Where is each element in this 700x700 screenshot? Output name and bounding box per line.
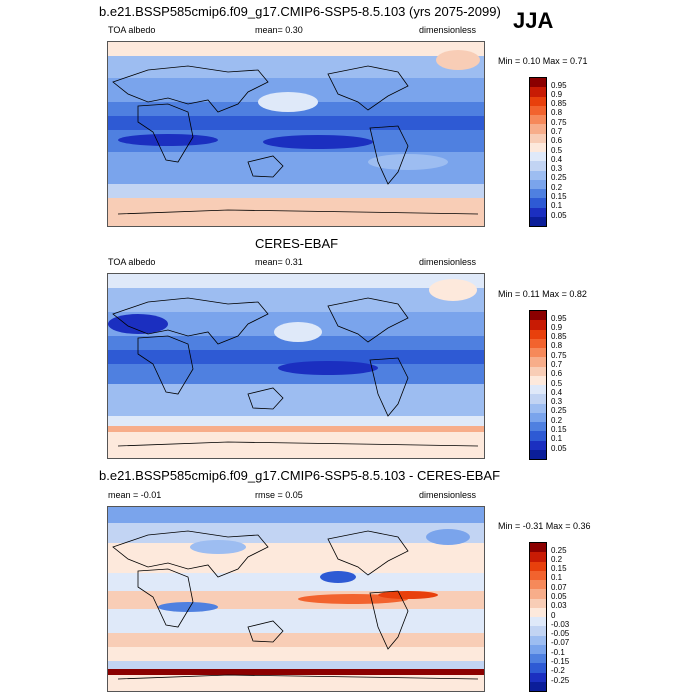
colorbar-label: 0.05	[551, 592, 567, 601]
panel-3-colorbar	[529, 542, 547, 692]
colorbar-label: 0.2	[551, 183, 563, 192]
colorbar-label: 0.05	[551, 211, 567, 220]
panel-2-title: CERES-EBAF	[255, 236, 339, 251]
colorbar-label: 0.25	[551, 406, 567, 415]
colorbar-label: 0.8	[551, 108, 563, 117]
colorbar-label: 0.2	[551, 416, 563, 425]
colorbar-label: 0.05	[551, 444, 567, 453]
colorbar-label: 0.8	[551, 341, 563, 350]
colorbar-label: 0.7	[551, 360, 563, 369]
panel-3-title: b.e21.BSSP585cmip6.f09_g17.CMIP6-SSP5-8.…	[99, 468, 501, 483]
colorbar-label: 0.15	[551, 564, 567, 573]
colorbar-label: 0.3	[551, 164, 563, 173]
colorbar-label: -0.15	[551, 657, 570, 666]
colorbar-label: 0.95	[551, 81, 567, 90]
panel-1-colorbar	[529, 77, 547, 227]
colorbar-label: 0.9	[551, 90, 563, 99]
panel-2-units: dimensionless	[419, 257, 477, 267]
colorbar-label: 0.5	[551, 379, 563, 388]
panel-2-colorbar	[529, 310, 547, 460]
colorbar-label: 0.1	[551, 201, 563, 210]
colorbar-label: 0.2	[551, 555, 563, 564]
panel-1-variable: TOA albedo	[108, 25, 156, 35]
colorbar-label: 0.1	[551, 434, 563, 443]
colorbar-label: 0.6	[551, 136, 563, 145]
panel-2-mean: mean= 0.31	[255, 257, 303, 267]
colorbar-label: -0.1	[551, 648, 565, 657]
colorbar-label: 0	[551, 611, 556, 620]
panel-3-map	[107, 506, 485, 692]
colorbar-label: 0.4	[551, 388, 563, 397]
colorbar-label: 0.25	[551, 173, 567, 182]
panel-1-units: dimensionless	[419, 25, 477, 35]
colorbar-label: 0.4	[551, 155, 563, 164]
colorbar-label: 0.3	[551, 397, 563, 406]
season-label: JJA	[513, 8, 554, 33]
colorbar-label: 0.1	[551, 573, 563, 582]
colorbar-label: 0.85	[551, 99, 567, 108]
colorbar-label: 0.25	[551, 546, 567, 555]
panel-3-rmse: rmse = 0.05	[255, 490, 303, 500]
colorbar-label: 0.7	[551, 127, 563, 136]
colorbar-label: 0.15	[551, 192, 567, 201]
panel-3-minmax: Min = -0.31 Max = 0.36	[498, 521, 591, 531]
colorbar-label: 0.03	[551, 601, 567, 610]
colorbar-label: -0.03	[551, 620, 570, 629]
colorbar-label: 0.95	[551, 314, 567, 323]
colorbar-label: -0.25	[551, 676, 570, 685]
panel-1-minmax: Min = 0.10 Max = 0.71	[498, 56, 588, 66]
colorbar-label: 0.75	[551, 351, 567, 360]
panel-2-variable: TOA albedo	[108, 257, 156, 267]
panel-2-map	[107, 273, 485, 459]
panel-2-minmax: Min = 0.11 Max = 0.82	[498, 289, 587, 299]
panel-3-units: dimensionless	[419, 490, 477, 500]
colorbar-label: 0.6	[551, 369, 563, 378]
panel-3-mean: mean = -0.01	[108, 490, 162, 500]
colorbar-label: -0.07	[551, 638, 570, 647]
colorbar-label: 0.5	[551, 146, 563, 155]
colorbar-label: 0.15	[551, 425, 567, 434]
colorbar-label: 0.9	[551, 323, 563, 332]
colorbar-label: -0.2	[551, 666, 565, 675]
panel-1-title: b.e21.BSSP585cmip6.f09_g17.CMIP6-SSP5-8.…	[99, 4, 501, 19]
colorbar-label: 0.07	[551, 583, 567, 592]
colorbar-label: 0.75	[551, 118, 567, 127]
panel-1-mean: mean= 0.30	[255, 25, 303, 35]
colorbar-label: -0.05	[551, 629, 570, 638]
panel-1-map	[107, 41, 485, 227]
colorbar-label: 0.85	[551, 332, 567, 341]
